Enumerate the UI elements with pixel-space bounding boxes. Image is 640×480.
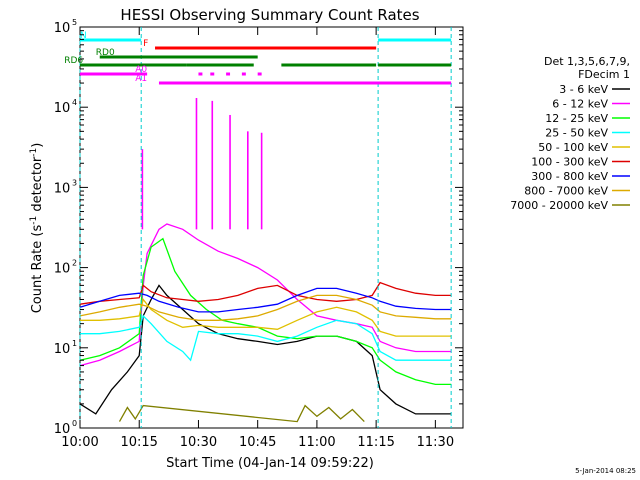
y-tick-exp-4: 4 — [72, 98, 77, 107]
y-tick-exp-5: 5 — [72, 18, 77, 27]
y-axis-label-part-1: -1 — [29, 216, 39, 225]
y-axis-label-part-3: -1 — [29, 148, 39, 157]
legend-header-1: Det 1,3,5,6,7,9, — [544, 55, 630, 68]
series-line-1 — [79, 284, 452, 415]
y-tick-exp-2: 2 — [72, 259, 77, 268]
x-tick-label-6: 11:30 — [417, 435, 454, 450]
chart-title: HESSI Observing Summary Count Rates — [120, 6, 419, 24]
y-tick-label-1: 10 — [54, 342, 71, 357]
legend-label-7: 300 - 800 keV — [531, 170, 608, 183]
y-tick-label-0: 10 — [54, 422, 71, 437]
series-line-7 — [79, 287, 452, 313]
legend: Det 1,3,5,6,7,9,FDecim 1 3 - 6 keV 6 - 12 … — [510, 55, 630, 212]
y-tick-label-2: 10 — [54, 262, 71, 277]
y-tick-label-5: 10 — [54, 21, 71, 36]
x-tick-label-4: 11:00 — [298, 435, 335, 450]
x-tick-label-1: 10:15 — [120, 435, 157, 450]
y-axis-label-part-0: Count Rate (s — [30, 225, 45, 314]
y-tick-exp-1: 1 — [72, 339, 77, 348]
x-tick-label-5: 11:15 — [357, 435, 394, 450]
legend-label-9: 7000 - 20000 keV — [510, 199, 608, 212]
y-axis-label-part-4: ) — [30, 143, 45, 148]
series-line-2 — [79, 223, 452, 367]
generated-timestamp: 5-Jan-2014 08:25 — [575, 467, 636, 475]
series-line-6 — [79, 281, 452, 305]
y-axis-label-text: Count Rate (s-1 detector-1) — [29, 143, 45, 314]
flag-label-f: F — [143, 39, 148, 49]
legend-label-2: 6 - 12 keV — [552, 98, 608, 111]
y-axis-label-part-2: detector — [30, 156, 45, 216]
flag-label-rd0: RD0 — [96, 48, 115, 58]
y-tick-exp-0: 0 — [72, 419, 77, 428]
x-tick-label-2: 10:30 — [180, 435, 217, 450]
series-line-8 — [79, 294, 452, 321]
x-axis-label: Start Time (04-Jan-14 09:59:22) — [166, 456, 374, 471]
legend-label-8: 800 - 7000 keV — [524, 185, 608, 198]
legend-label-1: 3 - 6 keV — [559, 83, 608, 96]
series-line-3 — [79, 237, 452, 386]
x-tick-label-3: 10:45 — [239, 435, 276, 450]
legend-label-6: 100 - 300 keV — [531, 156, 608, 169]
plot-frame — [79, 26, 464, 429]
flag-label-n: N — [80, 31, 87, 41]
y-axis-label: Count Rate (s-1 detector-1) — [29, 143, 45, 314]
series-line-4 — [80, 314, 452, 362]
flag-label-a1: A1 — [135, 74, 147, 84]
y-tick-label-3: 10 — [54, 181, 71, 196]
legend-label-5: 50 - 100 keV — [538, 141, 608, 154]
legend-label-4: 25 - 50 keV — [545, 127, 608, 140]
y-tick-label-4: 10 — [54, 101, 71, 116]
flag-label-a0: A0 — [135, 65, 147, 75]
legend-header-2: FDecim 1 — [578, 68, 630, 81]
x-tick-label-0: 10:00 — [61, 435, 98, 450]
legend-label-3: 12 - 25 keV — [545, 112, 608, 125]
series-line-9 — [118, 404, 365, 423]
y-tick-exp-3: 3 — [72, 178, 77, 187]
flag-label-rd6: RD6 — [64, 56, 83, 66]
